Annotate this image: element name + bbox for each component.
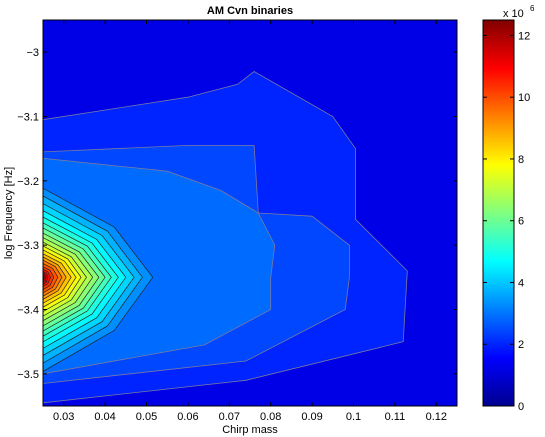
chart-title: AM Cvn binaries — [207, 5, 293, 17]
colorbar-tick-label: 6 — [518, 216, 524, 228]
colorbar-frame — [482, 19, 515, 407]
x-tick-label: 0.07 — [219, 411, 240, 423]
x-tick-label: 0.09 — [301, 411, 322, 423]
x-tick-label: 0.06 — [177, 411, 198, 423]
colorbar-tick-label: 0 — [518, 401, 524, 413]
plot-frame — [42, 19, 458, 407]
x-axis-ticks: 0.03 0.04 0.05 0.06 0.07 0.08 0.09 0.1 0.11 0.12 — [53, 20, 447, 423]
colorbar-gradient — [483, 20, 514, 406]
x-tick-label: 0.05 — [136, 411, 157, 423]
y-tick-label: −3.4 — [17, 305, 39, 317]
y-axis-ticks: −3 −3.1 −3.2 −3.3 −3.4 −3.5 — [17, 47, 457, 381]
colorbar-tick-label: 10 — [518, 92, 530, 104]
colorbar-tick-label: 4 — [518, 277, 524, 289]
x-tick-label: 0.11 — [385, 411, 406, 423]
contour-fills — [43, 71, 408, 404]
colorbar-exponent-base: x 10 — [503, 8, 524, 20]
colorbar-tick-label: 8 — [518, 154, 524, 166]
plot-area: 0.03 0.04 0.05 0.06 0.07 0.08 0.09 0.1 0.11 0.12 … — [17, 19, 458, 423]
x-tick-label: 0.08 — [260, 411, 281, 423]
y-tick-label: −3 — [26, 47, 39, 59]
y-axis-label: log Frequency [Hz] — [3, 167, 15, 259]
x-axis-label: Chirp mass — [222, 424, 278, 436]
y-tick-label: −3.5 — [17, 369, 39, 381]
y-tick-label: −3.3 — [17, 240, 39, 252]
x-tick-label: 0.12 — [426, 411, 447, 423]
colorbar-tick-label: 12 — [518, 30, 530, 42]
y-tick-label: −3.1 — [17, 112, 39, 124]
x-tick-label: 0.04 — [94, 411, 115, 423]
colorbar-tick-label: 2 — [518, 339, 524, 351]
x-tick-label: 0.1 — [346, 411, 361, 423]
colorbar-exponent-power: 6 — [530, 4, 535, 13]
colorbar: 0 2 4 6 8 10 12 x 10 6 — [482, 4, 535, 413]
y-tick-label: −3.2 — [17, 176, 39, 188]
x-tick-label: 0.03 — [53, 411, 74, 423]
colorbar-ticks: 0 2 4 6 8 10 12 — [483, 30, 530, 413]
